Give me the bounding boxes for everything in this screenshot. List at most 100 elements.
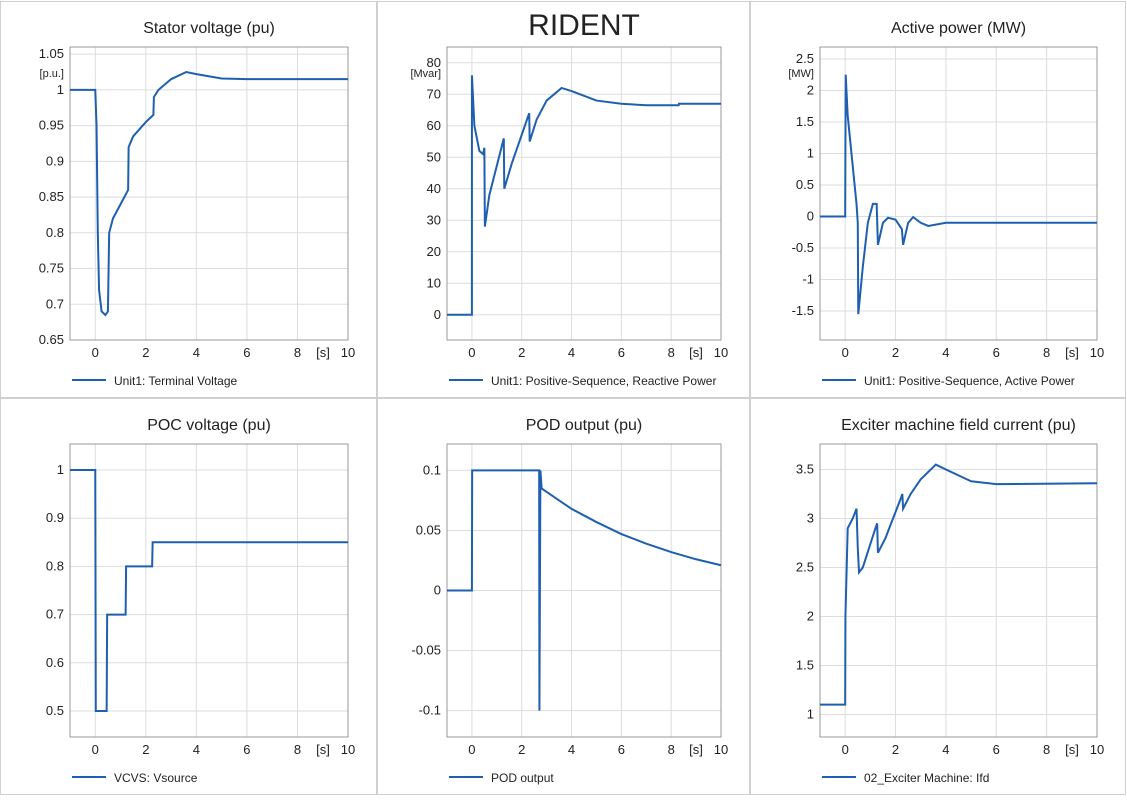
y-tick-label: 10 bbox=[427, 275, 441, 290]
x-tick-label: 0 bbox=[92, 345, 99, 360]
y-tick-label: -1.5 bbox=[792, 303, 814, 318]
plot-border bbox=[819, 443, 1098, 738]
y-tick-label: 0.7 bbox=[46, 607, 64, 622]
y-tick-label: -0.1 bbox=[419, 703, 441, 718]
y-tick-label: 1.05 bbox=[39, 46, 64, 61]
y-tick-label: 0.75 bbox=[39, 261, 64, 276]
x-tick-label: 4 bbox=[942, 742, 949, 757]
plot-area bbox=[69, 46, 349, 341]
x-tick-label: 4 bbox=[942, 345, 949, 360]
y-tick-label: 0.7 bbox=[46, 296, 64, 311]
y-tick-label: 0.9 bbox=[46, 153, 64, 168]
y-tick-label: 60 bbox=[427, 118, 441, 133]
legend-label: POD output bbox=[491, 771, 554, 785]
y-tick-label: 0.05 bbox=[416, 522, 441, 537]
x-tick-label: 4 bbox=[568, 742, 575, 757]
line-series bbox=[820, 463, 1098, 706]
plot-border bbox=[69, 46, 349, 341]
y-axis-unit: [p.u.] bbox=[40, 68, 64, 80]
line-series bbox=[70, 469, 348, 712]
y-tick-label: -0.05 bbox=[411, 643, 441, 658]
legend-label: Unit1: Positive-Sequence, Active Power bbox=[864, 374, 1075, 388]
x-tick-label: 0 bbox=[842, 742, 849, 757]
y-tick-label: 40 bbox=[427, 181, 441, 196]
y-tick-label: 0 bbox=[807, 208, 814, 223]
chart-title: Active power (MW) bbox=[891, 20, 1026, 37]
x-tick-label: 10 bbox=[341, 742, 355, 757]
plot-border bbox=[819, 46, 1098, 341]
plot-area bbox=[69, 443, 349, 738]
x-tick-label: 0 bbox=[92, 742, 99, 757]
y-tick-label: 1 bbox=[807, 706, 814, 721]
chart-title: Stator voltage (pu) bbox=[143, 20, 275, 37]
y-tick-label: -1 bbox=[802, 272, 814, 287]
x-axis-label: [s] bbox=[689, 742, 703, 757]
y-tick-label: 0.85 bbox=[39, 189, 64, 204]
x-tick-label: 4 bbox=[193, 742, 200, 757]
x-tick-label: 8 bbox=[294, 345, 301, 360]
x-tick-label: 6 bbox=[618, 742, 625, 757]
x-tick-label: 6 bbox=[993, 345, 1000, 360]
x-tick-label: 8 bbox=[1043, 742, 1050, 757]
y-tick-label: 0.95 bbox=[39, 118, 64, 133]
plot-border bbox=[446, 46, 722, 341]
x-tick-label: 6 bbox=[618, 345, 625, 360]
legend-label: Unit1: Terminal Voltage bbox=[114, 374, 238, 388]
x-tick-label: 10 bbox=[341, 345, 355, 360]
x-axis-label: [s] bbox=[1065, 742, 1079, 757]
x-tick-label: 8 bbox=[668, 345, 675, 360]
y-tick-label: 3 bbox=[807, 510, 814, 525]
x-tick-label: 4 bbox=[568, 345, 575, 360]
x-tick-label: 2 bbox=[518, 345, 525, 360]
chart-title: RIDENT bbox=[528, 9, 640, 42]
y-tick-label: 3.5 bbox=[796, 461, 814, 476]
y-tick-label: 50 bbox=[427, 149, 441, 164]
x-tick-label: 0 bbox=[468, 345, 475, 360]
x-axis-label: [s] bbox=[316, 742, 330, 757]
chart-title: POC voltage (pu) bbox=[147, 417, 271, 434]
x-tick-label: 8 bbox=[1043, 345, 1050, 360]
line-series bbox=[447, 75, 721, 316]
y-axis-unit: [MW] bbox=[788, 68, 814, 80]
x-tick-label: 6 bbox=[993, 742, 1000, 757]
y-tick-label: 30 bbox=[427, 212, 441, 227]
x-tick-label: 10 bbox=[1090, 742, 1104, 757]
y-tick-label: 0.65 bbox=[39, 332, 64, 347]
y-tick-label: 0.6 bbox=[46, 655, 64, 670]
chart-title: POD output (pu) bbox=[526, 417, 643, 434]
y-tick-label: 0 bbox=[434, 307, 441, 322]
plot-border bbox=[69, 443, 349, 738]
line-series bbox=[70, 70, 348, 317]
y-tick-label: 2 bbox=[807, 82, 814, 97]
y-tick-label: 2.5 bbox=[796, 51, 814, 66]
y-tick-label: 2 bbox=[807, 608, 814, 623]
x-tick-label: 8 bbox=[668, 742, 675, 757]
line-series bbox=[447, 469, 722, 711]
y-tick-label: 0.8 bbox=[46, 558, 64, 573]
y-tick-label: 1.5 bbox=[796, 114, 814, 129]
plot-area bbox=[819, 443, 1098, 738]
x-tick-label: 2 bbox=[142, 345, 149, 360]
y-tick-label: 0.5 bbox=[46, 703, 64, 718]
x-tick-label: 0 bbox=[842, 345, 849, 360]
x-tick-label: 6 bbox=[243, 345, 250, 360]
x-tick-label: 10 bbox=[714, 345, 728, 360]
chart-title: Exciter machine field current (pu) bbox=[841, 417, 1076, 434]
legend-label: Unit1: Positive-Sequence, Reactive Power bbox=[491, 374, 716, 388]
y-tick-label: 0 bbox=[434, 583, 441, 598]
y-tick-label: 70 bbox=[427, 86, 441, 101]
y-tick-label: 1 bbox=[57, 462, 64, 477]
plot-area bbox=[446, 46, 722, 341]
x-tick-label: 8 bbox=[294, 742, 301, 757]
y-tick-label: 20 bbox=[427, 244, 441, 259]
y-tick-label: 2.5 bbox=[796, 559, 814, 574]
x-tick-label: 2 bbox=[142, 742, 149, 757]
x-tick-label: 2 bbox=[518, 742, 525, 757]
x-tick-label: 2 bbox=[892, 742, 899, 757]
y-axis-unit: [Mvar] bbox=[410, 68, 441, 80]
x-tick-label: 10 bbox=[714, 742, 728, 757]
y-tick-label: 0.8 bbox=[46, 225, 64, 240]
y-tick-label: 1 bbox=[807, 145, 814, 160]
x-tick-label: 10 bbox=[1090, 345, 1104, 360]
